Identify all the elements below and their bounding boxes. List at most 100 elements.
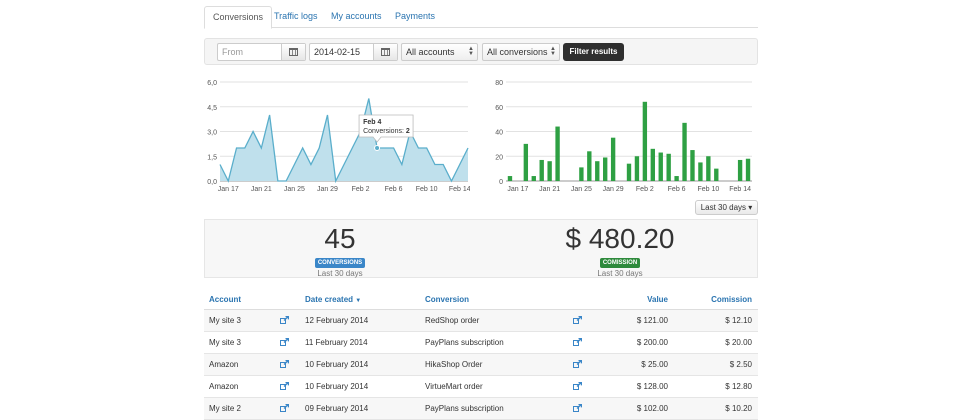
tooltip-marker xyxy=(374,145,381,151)
area-fill xyxy=(220,98,468,181)
account-cell: My site 2 xyxy=(209,404,242,413)
commission-badge: COMISSION xyxy=(599,258,641,268)
tab-conversions[interactable]: Conversions xyxy=(204,6,273,29)
external-link-icon[interactable] xyxy=(573,316,582,324)
y-tick-label: 80 xyxy=(495,80,503,87)
value-cell: $ 128.00 xyxy=(636,382,668,391)
account-cell: Amazon xyxy=(209,360,239,369)
conversion-cell: PayPlans subscription xyxy=(425,338,504,347)
x-tick-label: Jan 25 xyxy=(284,186,305,193)
date-range-label: Last 30 days xyxy=(700,203,747,212)
date-cell: 10 February 2014 xyxy=(305,360,369,369)
conversions-select-value: All conversions xyxy=(487,47,548,57)
caret-down-icon: ▾ xyxy=(748,203,753,212)
conversions-select[interactable]: All conversions ▲ ▼ xyxy=(482,43,560,61)
date-cell: 10 February 2014 xyxy=(305,382,369,391)
x-tick-label: Feb 6 xyxy=(385,186,403,193)
date-column-label: Date created xyxy=(305,295,354,304)
x-tick-label: Jan 25 xyxy=(571,186,592,193)
table-row: Amazon 10 February 2014 HikaShop Order $ 25… xyxy=(204,354,758,376)
account-cell: My site 3 xyxy=(209,316,242,325)
bar xyxy=(547,161,552,181)
from-calendar-button[interactable] xyxy=(281,44,305,60)
conversions-badge: CONVERSIONS xyxy=(314,258,366,268)
bar xyxy=(626,163,632,181)
to-calendar-button[interactable] xyxy=(373,44,397,60)
bar xyxy=(539,159,544,181)
bar xyxy=(507,176,513,181)
y-tick-label: 6,0 xyxy=(207,80,217,87)
external-link-icon[interactable] xyxy=(280,382,289,390)
accounts-select-value: All accounts xyxy=(406,47,455,57)
bar xyxy=(745,158,751,181)
x-tick-label: Feb 10 xyxy=(416,186,438,193)
conversion-cell: PayPlans subscription xyxy=(425,404,504,413)
external-link-icon[interactable] xyxy=(573,382,582,390)
table-row: My site 3 12 February 2014 RedShop order $ … xyxy=(204,310,758,332)
table-row: My site 2 09 February 2014 PayPlans subscr… xyxy=(204,398,758,420)
x-tick-label: Jan 21 xyxy=(251,186,272,193)
y-tick-label: 3,0 xyxy=(207,130,217,137)
bar xyxy=(603,157,608,181)
bar xyxy=(666,153,671,181)
conversion-column-header[interactable]: Conversion xyxy=(425,295,470,304)
external-link-icon[interactable] xyxy=(573,360,582,368)
table-body: My site 3 12 February 2014 RedShop order $ … xyxy=(204,310,758,420)
account-column-header[interactable]: Account xyxy=(209,295,241,304)
x-tick-label: Feb 14 xyxy=(729,186,751,193)
conversions-stat: 45 CONVERSIONS Last 30 days xyxy=(295,220,385,279)
conversion-cell: VirtueMart order xyxy=(425,382,483,391)
external-link-icon[interactable] xyxy=(573,338,582,346)
updown-caret-icon: ▲ ▼ xyxy=(468,46,474,57)
conversions-total: 45 xyxy=(324,223,356,254)
x-tick-label: Jan 21 xyxy=(539,186,560,193)
y-tick-label: 0 xyxy=(499,179,503,186)
external-link-icon[interactable] xyxy=(280,360,289,368)
commission-stat: $ 480.20 COMISSION Last 30 days xyxy=(545,220,695,279)
commission-chart: 0 20 40 60 80 Jan 17 Jan 21 Jan 25 Jan 29 Feb 2 Fe… xyxy=(495,80,752,193)
tooltip-title: Feb 4 xyxy=(363,119,381,126)
commission-cell: $ 12.80 xyxy=(725,382,752,391)
commission-total: $ 480.20 xyxy=(565,223,675,254)
x-tick-label: Jan 17 xyxy=(218,186,239,193)
external-link-icon[interactable] xyxy=(573,404,582,412)
commission-column-header[interactable]: Comission xyxy=(711,295,752,304)
from-date-field[interactable]: From xyxy=(217,43,306,61)
filter-results-button[interactable]: Filter results xyxy=(563,43,624,61)
commission-cell: $ 20.00 xyxy=(725,338,752,347)
value-cell: $ 200.00 xyxy=(636,338,668,347)
bar xyxy=(642,101,648,181)
bar xyxy=(706,156,711,181)
external-link-icon[interactable] xyxy=(280,316,289,324)
value-column-header[interactable]: Value xyxy=(647,295,668,304)
y-tick-label: 1,5 xyxy=(207,154,217,161)
external-link-icon[interactable] xyxy=(280,404,289,412)
to-date-value: 2014-02-15 xyxy=(314,47,361,57)
table-header: Account Date created ▼ Conversion Value … xyxy=(204,291,758,310)
external-link-icon[interactable] xyxy=(280,338,289,346)
date-range-dropdown[interactable]: Last 30 days ▾ xyxy=(695,200,758,215)
bar xyxy=(555,126,560,181)
commission-cell: $ 2.50 xyxy=(729,360,752,369)
bar xyxy=(737,159,743,181)
x-tick-label: Jan 29 xyxy=(603,186,624,193)
calendar-icon xyxy=(289,48,298,56)
bar xyxy=(650,148,655,181)
bar xyxy=(698,162,703,181)
y-tick-label: 0,0 xyxy=(207,179,217,186)
commission-period: Last 30 days xyxy=(597,269,643,278)
summary-panel: 45 CONVERSIONS Last 30 days $ 480.20 COM… xyxy=(204,219,758,278)
to-date-field[interactable]: 2014-02-15 xyxy=(309,43,398,61)
bar xyxy=(523,143,529,181)
tab-traffic-logs[interactable]: Traffic logs xyxy=(274,11,318,21)
tab-my-accounts[interactable]: My accounts xyxy=(331,11,382,21)
x-tick-label: Jan 29 xyxy=(317,186,338,193)
tooltip-label: Conversions: 2 xyxy=(363,128,410,135)
calendar-icon xyxy=(381,48,390,56)
tab-payments[interactable]: Payments xyxy=(395,11,436,21)
date-cell: 11 February 2014 xyxy=(305,338,368,347)
date-column-header[interactable]: Date created ▼ xyxy=(305,295,361,304)
accounts-select[interactable]: All accounts ▲ ▼ xyxy=(401,43,478,61)
conversion-cell: HikaShop Order xyxy=(425,360,483,369)
account-cell: Amazon xyxy=(209,382,239,391)
